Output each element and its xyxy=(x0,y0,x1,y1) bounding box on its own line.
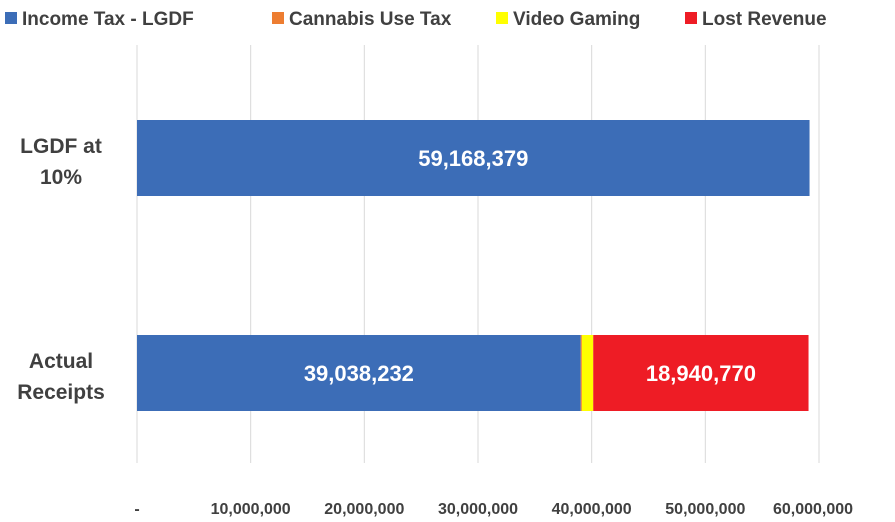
legend: Income Tax - LGDF Cannabis Use Tax Video G… xyxy=(5,9,827,30)
data-label: 59,168,379 xyxy=(418,146,528,171)
x-tick-label: 30,000,000 xyxy=(438,501,518,518)
legend-label: Lost Revenue xyxy=(702,9,827,30)
bar-segment xyxy=(137,335,581,411)
bar-segment xyxy=(580,335,582,411)
bar-segment xyxy=(137,120,810,196)
gridlines xyxy=(136,45,820,463)
legend-label: Income Tax - LGDF xyxy=(22,9,194,30)
x-tick-label: 40,000,000 xyxy=(552,501,632,518)
legend-swatch xyxy=(496,12,508,24)
x-tick-label: 20,000,000 xyxy=(324,501,404,518)
data-labels: 59,168,379 39,038,232 18,940,770 xyxy=(304,146,756,386)
category-label: Actual Receipts xyxy=(17,350,105,404)
x-tick-label: 10,000,000 xyxy=(211,501,291,518)
x-tick-labels: - 10,000,000 20,000,000 30,000,000 40,000,00… xyxy=(134,501,853,518)
legend-label: Cannabis Use Tax xyxy=(289,9,452,30)
data-label: 18,940,770 xyxy=(646,361,756,386)
bars xyxy=(137,120,810,411)
bar-segment xyxy=(581,335,594,411)
x-tick-label: 60,000,000 xyxy=(773,501,853,518)
legend-swatch xyxy=(685,12,697,24)
legend-label: Video Gaming xyxy=(513,9,640,30)
x-tick-label: - xyxy=(134,501,139,518)
bar-segment xyxy=(593,335,809,411)
data-label: 39,038,232 xyxy=(304,361,414,386)
legend-swatch xyxy=(272,12,284,24)
legend-swatch xyxy=(5,12,17,24)
category-labels: LGDF at 10% Actual Receipts xyxy=(17,135,105,404)
x-tick-label: 50,000,000 xyxy=(665,501,745,518)
category-label: LGDF at 10% xyxy=(20,135,102,189)
